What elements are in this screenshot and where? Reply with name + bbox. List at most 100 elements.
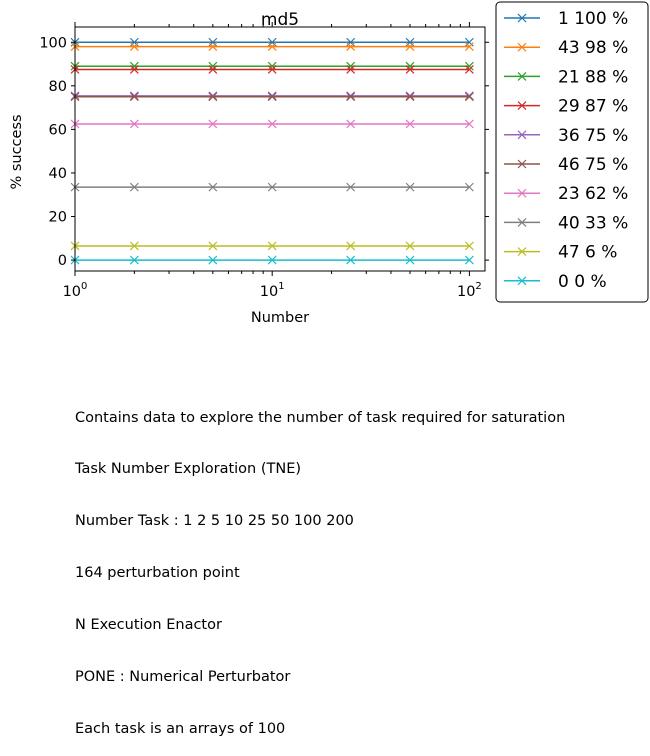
series-9 [70,255,474,265]
legend-marker [517,71,527,81]
data-point [208,92,218,102]
data-point [464,65,474,74]
data-point [346,182,356,192]
data-point [405,182,415,192]
caption-line: Each task is an arrays of 100 [75,720,286,737]
data-point [129,37,139,47]
legend-marker [517,159,527,169]
data-point [267,65,277,74]
legend-entry: 0 0 % [504,272,607,292]
caption-line: PONE : Numerical Perturbator [75,669,291,686]
legend-marker [517,101,527,111]
data-point [267,255,277,265]
data-point [208,42,218,52]
data-point [405,42,415,52]
series-0 [70,37,474,47]
legend-entry: 29 87 % [504,97,628,117]
y-tick-label: 20 [49,210,67,226]
y-axis-label: % success [9,114,25,189]
data-point [208,119,218,129]
data-point [464,42,474,52]
data-point [208,255,218,265]
data-point [405,92,415,102]
legend-entry: 47 6 % [504,243,617,263]
x-axis-label: Number [251,310,309,326]
data-point [129,42,139,52]
data-point [405,241,415,251]
data-point [346,255,356,265]
data-point [405,119,415,129]
legend-label: 29 87 % [558,97,628,117]
data-point [267,42,277,52]
data-point [346,92,356,102]
caption-block: Contains data to explore the number of t… [75,375,565,756]
y-tick-label: 100 [39,35,67,51]
data-point [464,92,474,102]
legend-entry: 46 75 % [504,155,628,175]
legend-entry: 1 100 % [504,9,628,29]
data-point [129,91,139,101]
plot-frame [74,26,486,272]
data-point [346,42,356,52]
legend-label: 23 62 % [558,184,628,204]
data-point [405,255,415,265]
data-point [346,37,356,47]
data-point [346,241,356,251]
data-point [129,182,139,192]
data-point [129,92,139,102]
series-5 [70,92,474,102]
data-point [405,91,415,101]
series-layer [70,37,474,265]
legend-entry: 23 62 % [504,184,628,204]
legend-label: 47 6 % [558,243,617,263]
data-point [346,65,356,74]
caption-line: N Execution Enactor [75,617,222,634]
data-point [405,65,415,74]
data-point [464,241,474,251]
legend-label: 36 75 % [558,126,628,146]
data-point [267,182,277,192]
data-point [464,119,474,129]
data-point [464,91,474,101]
chart-title: md5 [261,10,299,30]
legend-label: 43 98 % [558,38,628,58]
legend-label: 40 33 % [558,213,628,233]
legend-label: 1 100 % [558,9,628,29]
legend-label: 46 75 % [558,155,628,175]
series-1 [70,42,474,52]
chart: 0 20 40 60 80 100 100 101 102 md5 Number % succe… [9,1,649,326]
legend-marker [517,42,527,52]
series-8 [70,241,474,251]
legend-marker [517,217,527,227]
y-tick-label: 0 [58,253,67,269]
legend-label: 0 0 % [558,272,607,292]
caption-line: Contains data to explore the number of t… [75,409,566,426]
data-point [129,241,139,251]
x-tick-label: 100 [63,281,88,300]
data-point [464,37,474,47]
y-tick-label: 80 [49,79,67,95]
legend-label: 21 88 % [558,67,628,87]
legend-entry: 21 88 % [504,67,628,87]
caption-line: 164 perturbation point [75,565,240,582]
data-point [129,119,139,129]
data-point [464,182,474,192]
y-tick-label: 40 [49,166,67,182]
legend-marker [517,247,527,257]
legend-marker [517,188,527,198]
data-point [129,65,139,74]
data-point [346,91,356,101]
data-point [267,119,277,129]
data-point [267,37,277,47]
data-point [346,119,356,129]
data-point [208,182,218,192]
data-point [208,65,218,74]
data-point [267,241,277,251]
caption-line: Number Task : 1 2 5 10 25 50 100 200 [75,513,354,530]
x-tick-label: 101 [260,281,285,300]
data-point [405,37,415,47]
caption-line: Task Number Exploration (TNE) [75,461,302,478]
legend-entry: 43 98 % [504,38,628,58]
x-tick-label: 102 [457,281,482,300]
data-point [267,92,277,102]
